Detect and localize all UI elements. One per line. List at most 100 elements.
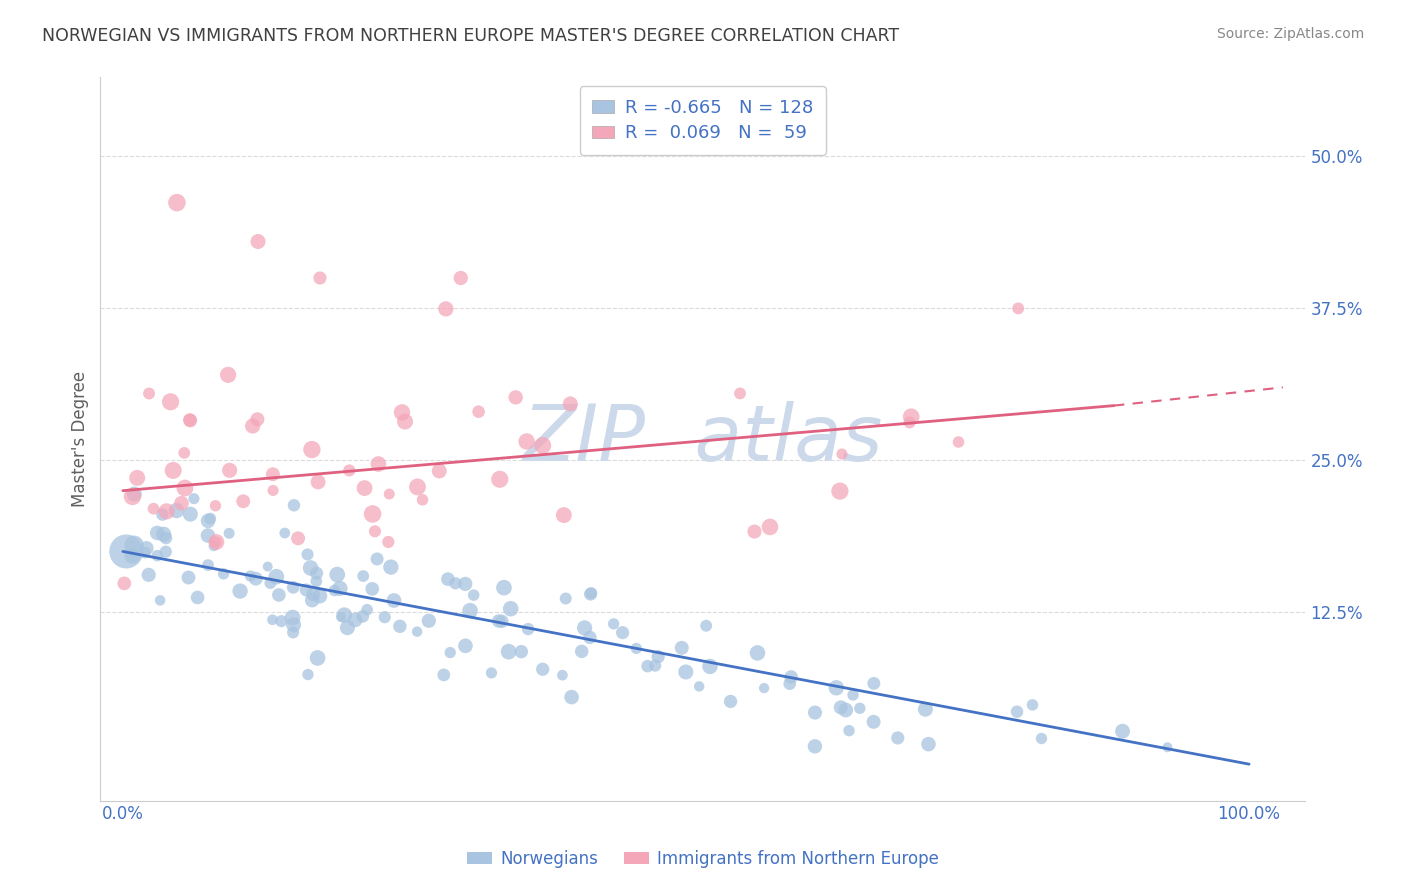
Point [499,601,522,615]
Point [134,546,156,560]
Point [439,646,461,660]
Text: ZIP  atlas: ZIP atlas [523,401,883,477]
Point [828,484,851,499]
Point [1031,731,1053,746]
Point [138,386,160,401]
Point [531,438,554,452]
Point [200,511,222,525]
Point [418,614,440,628]
Point [245,572,267,586]
Point [155,544,177,558]
Point [218,526,240,541]
Point [825,681,848,695]
Point [862,714,884,729]
Point [281,625,304,640]
Point [336,621,359,635]
Point [450,271,472,285]
Point [179,507,201,521]
Point [434,301,457,316]
Point [309,271,332,285]
Legend: R = -0.665   N = 128, R =  0.069   N =  59: R = -0.665 N = 128, R = 0.069 N = 59 [579,87,825,155]
Point [831,447,853,461]
Point [1021,698,1043,712]
Point [467,405,489,419]
Point [492,581,515,595]
Y-axis label: Master's Degree: Master's Degree [72,371,89,507]
Point [177,570,200,584]
Point [156,504,179,518]
Point [571,644,593,658]
Point [391,405,413,419]
Point [695,619,717,633]
Point [152,527,174,541]
Point [152,508,174,522]
Point [675,665,697,679]
Point [297,548,319,562]
Point [412,492,434,507]
Point [554,591,576,606]
Point [356,603,378,617]
Point [647,649,669,664]
Point [239,569,262,583]
Point [454,577,477,591]
Point [217,368,239,382]
Point [759,520,782,534]
Text: NORWEGIAN VS IMMIGRANTS FROM NORTHERN EUROPE MASTER'S DEGREE CORRELATION CHART: NORWEGIAN VS IMMIGRANTS FROM NORTHERN EU… [42,27,900,45]
Point [204,499,226,513]
Point [146,525,169,540]
Point [842,688,865,702]
Point [361,582,384,596]
Point [166,195,188,210]
Point [849,701,872,715]
Point [699,659,721,673]
Point [561,690,583,704]
Point [301,593,323,607]
Point [283,498,305,512]
Point [256,559,278,574]
Point [498,645,520,659]
Point [560,397,582,411]
Point [283,617,305,632]
Point [218,463,240,477]
Point [394,415,416,429]
Point [644,658,666,673]
Point [914,702,936,716]
Point [242,419,264,434]
Point [179,413,201,427]
Point [1111,724,1133,739]
Point [166,503,188,517]
Point [299,561,322,575]
Point [463,588,485,602]
Point [488,614,510,628]
Point [274,526,297,541]
Point [838,723,860,738]
Point [326,567,349,582]
Point [458,604,481,618]
Point [174,481,197,495]
Point [804,739,827,754]
Point [612,625,634,640]
Point [202,539,225,553]
Point [361,507,384,521]
Point [183,491,205,506]
Point [146,549,169,563]
Point [437,572,460,586]
Point [626,641,648,656]
Point [454,639,477,653]
Point [900,409,922,424]
Point [155,531,177,545]
Point [488,472,510,486]
Point [830,700,852,714]
Point [637,659,659,673]
Point [574,621,596,635]
Point [747,646,769,660]
Point [835,703,858,717]
Point [173,446,195,460]
Point [170,496,193,510]
Point [307,475,329,489]
Text: Source: ZipAtlas.com: Source: ZipAtlas.com [1216,27,1364,41]
Point [308,589,330,603]
Point [124,487,146,501]
Point [301,442,323,457]
Point [780,670,803,684]
